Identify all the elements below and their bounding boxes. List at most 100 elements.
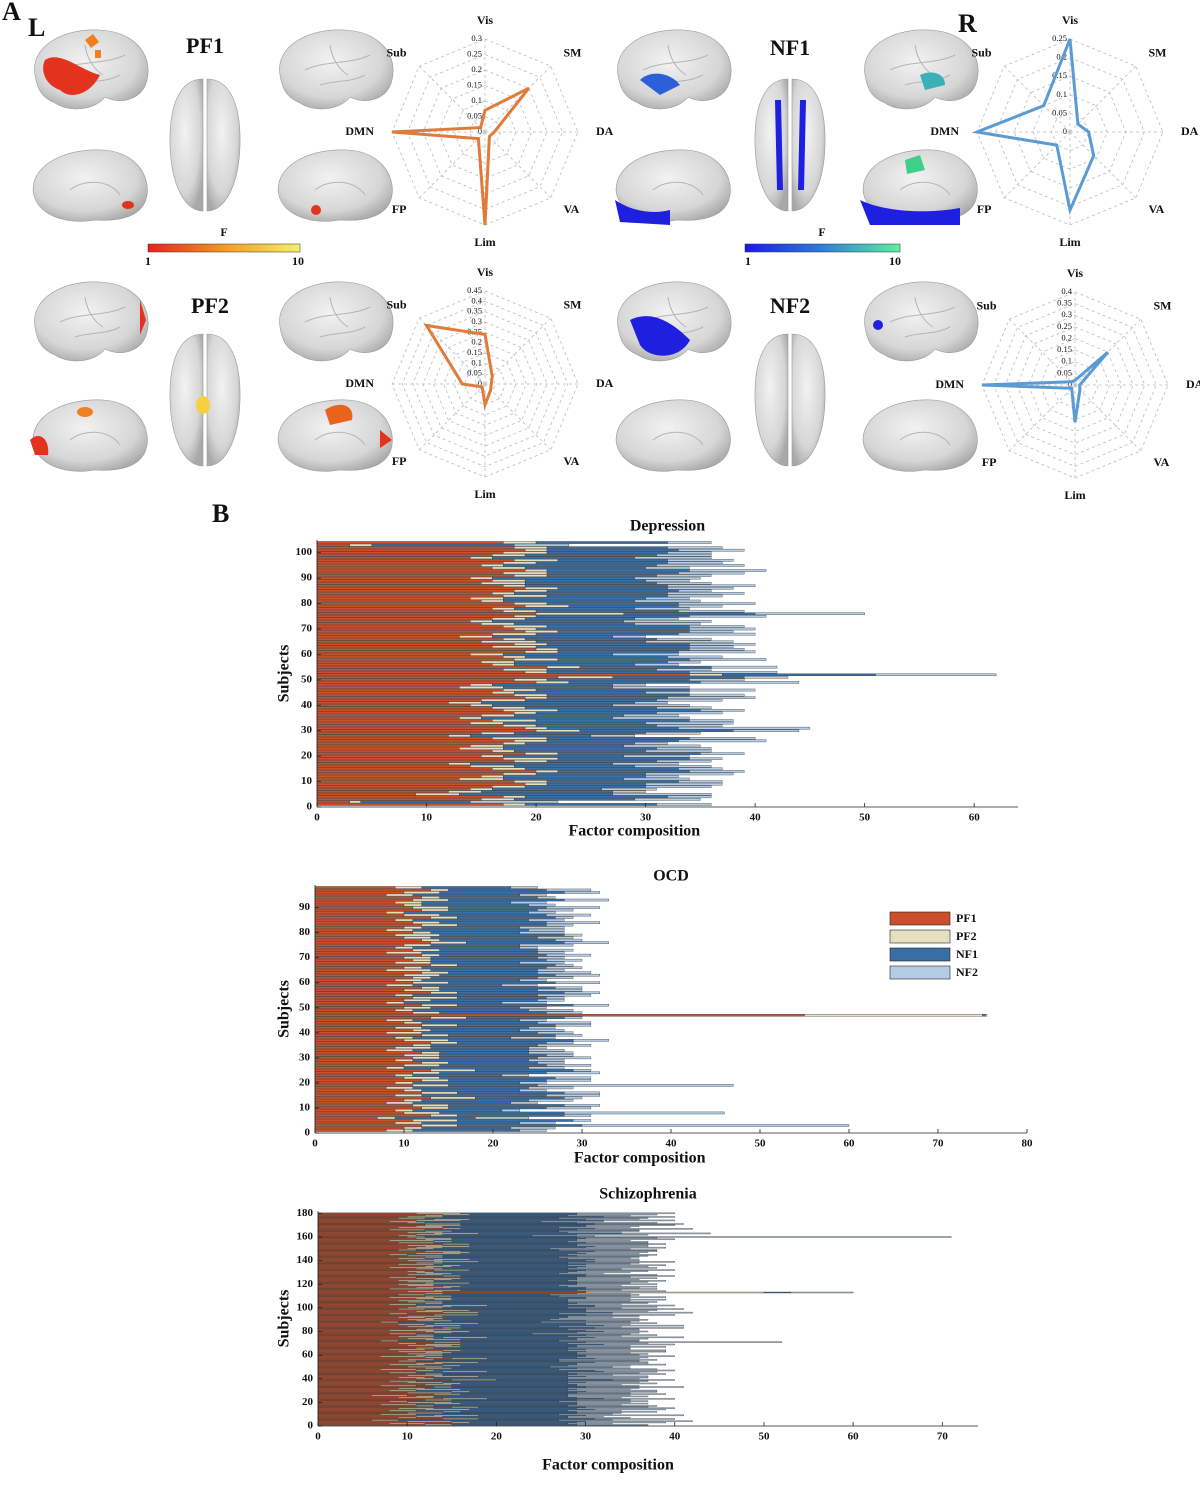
bar-segment (470, 576, 493, 580)
bar-segment (470, 787, 493, 791)
bar-segment (314, 1096, 431, 1100)
bar-segment (557, 587, 668, 590)
bar-segment (558, 1400, 649, 1402)
bar-segment (442, 1370, 488, 1373)
bar-segment (433, 1347, 568, 1349)
bar-segment (407, 1281, 435, 1283)
bar-segment (546, 670, 690, 674)
bar-segment (546, 739, 679, 743)
bar-segment (585, 1420, 693, 1422)
axis-label: Lim (474, 487, 495, 501)
bar-segment (439, 1111, 565, 1115)
bar-segment (487, 1398, 604, 1400)
bar-segment (481, 660, 515, 664)
bar-segment (623, 777, 690, 781)
bar-segment (585, 1252, 640, 1255)
axis-label: FP (977, 202, 992, 216)
bar-segment (433, 1242, 586, 1244)
bar-segment (424, 1308, 586, 1310)
bar-segment (317, 1389, 390, 1392)
bar-segment (519, 961, 565, 964)
bar-segment (634, 765, 712, 768)
bar-segment (316, 726, 526, 730)
bar-segment (316, 660, 482, 664)
bar-segment (433, 1280, 568, 1282)
bar-segment (314, 1066, 387, 1070)
bar-segment (524, 548, 548, 552)
bar-segment (317, 1362, 417, 1365)
bar-segment (433, 1361, 479, 1363)
bar-segment (524, 726, 548, 730)
bar-segment (503, 747, 657, 750)
bar-segment (386, 1066, 405, 1070)
bar-segment (317, 1407, 399, 1409)
bar-segment (407, 1254, 568, 1256)
bar-segment (314, 1041, 431, 1045)
bar-segment (439, 986, 556, 989)
bar-segment (678, 609, 745, 613)
bar-segment (317, 1383, 426, 1386)
bar-segment (433, 1407, 577, 1409)
bar-segment (412, 1104, 449, 1107)
axis-label: Sub (386, 45, 406, 59)
bar-segment (442, 1226, 559, 1229)
bar-segment (576, 1212, 675, 1215)
bar-segment (412, 931, 431, 934)
bar-segment (316, 645, 493, 649)
bar-segment (519, 1121, 556, 1125)
bar-segment (503, 625, 548, 628)
bar-segment (439, 948, 538, 952)
bar-segment (317, 1418, 444, 1420)
bar-segment (317, 1220, 390, 1223)
bar-segment (733, 729, 800, 732)
bar-segment (403, 1006, 431, 1009)
bar-segment (875, 673, 997, 677)
bar-segment (601, 787, 657, 791)
bar-segment (317, 1246, 417, 1249)
bar-segment (412, 983, 503, 987)
grid-ring (432, 331, 538, 437)
bar-segment (403, 1089, 422, 1092)
bar-segment (394, 1081, 414, 1085)
bar-segment (421, 971, 449, 974)
bar-segment (678, 726, 811, 730)
bar-segment (442, 1307, 568, 1309)
bar-segment (442, 1243, 470, 1245)
bar-segment (524, 637, 657, 641)
axis-label: DMN (345, 376, 374, 390)
bar-segment (558, 1368, 658, 1370)
bar-segment (478, 1406, 586, 1408)
bar-segment (492, 691, 515, 694)
x-tick-label: 0 (315, 1431, 321, 1443)
bar-segment (439, 973, 556, 977)
bar-segment (314, 1011, 414, 1014)
bar-segment (389, 1254, 408, 1256)
bar-segment (314, 1099, 405, 1102)
r-tick-label: 0.05 (467, 368, 482, 378)
bar-segment (316, 739, 515, 743)
bar-segment (317, 1422, 390, 1425)
x-tick-label: 40 (666, 1138, 678, 1150)
bar-segment (585, 1354, 640, 1356)
bar-segment (407, 1381, 444, 1383)
bar-segment (316, 574, 515, 577)
bar-segment (442, 1336, 488, 1339)
bar-segment (567, 1405, 658, 1407)
bar-segment (314, 888, 431, 892)
bar-segment (492, 607, 515, 610)
bar-segment (316, 584, 504, 588)
bar-segment (316, 604, 526, 608)
bar-segment (492, 785, 526, 788)
bar-segment (424, 1339, 461, 1341)
bar-segment (442, 1231, 568, 1233)
bar-segment (394, 946, 414, 949)
bar-segment (317, 1281, 408, 1283)
bar-segment (478, 1311, 613, 1314)
r-tick-label: 0.25 (1052, 33, 1067, 43)
bar-segment (481, 790, 613, 793)
bar-segment (316, 607, 493, 610)
bar-segment (492, 617, 526, 621)
bar-segment (317, 1413, 381, 1415)
bar-segment (576, 1356, 649, 1359)
bar-segment (567, 1349, 667, 1352)
